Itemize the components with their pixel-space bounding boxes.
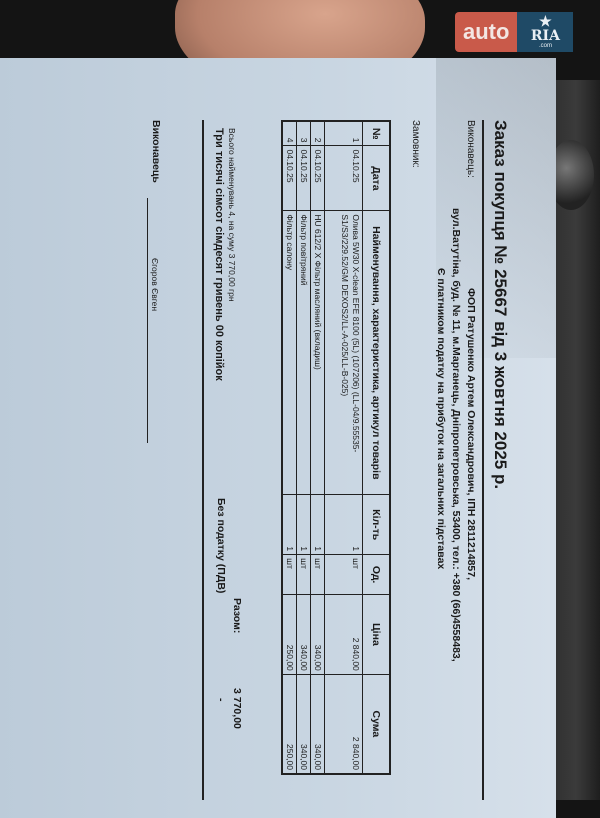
cell-name: HU 612/2 X Фільтр масляний (вкладиш) [310,210,325,495]
cell-qty: 1 [324,494,363,555]
items-table: № Дата Найменування, характеристика, арт… [281,120,391,775]
table-row: 1 04.10.25 Олива 5W30 X-clean EFE 8100 (… [324,121,363,774]
divider [482,120,484,800]
table-row: 3 04.10.25 Фільтр повітряний 1 шт 340,00… [296,121,311,774]
cell-unit: шт [324,554,363,595]
divider [202,120,204,800]
tax-value: - [215,698,227,702]
watermark-ria-text: RIA [530,27,560,44]
signer-label: Виконавець [150,120,162,183]
cell-unit: шт [296,554,311,595]
seller-line: вул.Ватутіна, буд. № 11, м.Марганець, Дн… [450,208,462,662]
cell-unit: шт [282,554,297,595]
cell-price: 2 840,00 [324,594,363,675]
cell-sum: 340,00 [296,674,311,774]
cell-date: 04.10.25 [296,145,311,211]
autoria-watermark: auto ★ RIA .com [455,12,574,52]
cell-qty: 1 [310,494,325,555]
col-header: Од. [362,554,390,595]
cell-name: Фільтр повітряний [296,210,311,495]
col-header: Кіл-ть [362,494,390,555]
cell-price: 340,00 [296,594,311,675]
cell-date: 04.10.25 [310,145,325,211]
cell-sum: 250,00 [282,674,297,774]
cell-qty: 1 [296,494,311,555]
table-row: 2 04.10.25 HU 612/2 X Фільтр масляний (в… [310,121,325,774]
cell-qty: 1 [282,494,297,555]
watermark-auto: auto [455,12,518,52]
seller-label: Виконавець: [465,120,476,178]
summary-text: Всього найменувань 4, на суму 3 770,00 г… [227,128,237,302]
watermark-domain: .com [538,42,552,49]
col-header: Найменування, характеристика, артикул то… [362,210,390,495]
seller-line: Є платником податку на прибуток на загал… [435,268,447,570]
signer-name: Єгоров Євген [150,258,160,312]
cell-sum: 340,00 [310,674,325,774]
sum-summary: Всього найменувань 4, на суму 3 770,00 г… [212,128,238,478]
tax-label: Без податку (ПДВ) [215,498,227,594]
cell-name: Фільтр салону [282,210,297,495]
doc-title: Заказ покупця № 25667 від 3 жовтня 2025 … [491,120,510,490]
col-header: Дата [362,145,390,211]
cell-price: 250,00 [282,594,297,675]
total-value: 3 770,00 [231,688,243,729]
total-label: Разом: [231,598,243,634]
col-header: Ціна [362,594,390,675]
cell-unit: шт [310,554,325,595]
star-icon: ★ [539,13,552,30]
cell-date: 04.10.25 [282,145,297,211]
cell-price: 340,00 [310,594,325,675]
totals: Разом: 3 770,00 Без податку (ПДВ) - [212,498,244,788]
cell-name: Олива 5W30 X-clean EFE 8100 (5L) (107206… [324,210,363,495]
cell-date: 04.10.25 [324,145,363,211]
cell-n: 2 [310,121,325,146]
buyer-label: Замовник: [410,120,421,168]
signature-line [147,198,148,443]
cell-sum: 2 840,00 [324,674,363,774]
table-header: № Дата Найменування, характеристика, арт… [362,121,390,774]
cell-n: 1 [324,121,363,146]
cell-n: 4 [282,121,297,146]
table-row: 4 04.10.25 Фільтр салону 1 шт 250,00 250… [282,121,297,774]
col-header: № [362,121,390,146]
watermark-ria: ★ RIA .com [517,12,574,52]
summary-words: Три тисячі сімсот сімдесят гривень 00 ко… [213,128,225,381]
seller-line: ФОП Ратушенко Артем Олександрович, ІПН 2… [465,288,477,581]
cell-n: 3 [296,121,311,146]
seller-info: ФОП Ратушенко Артем Олександрович, ІПН 2… [433,208,478,788]
invoice-paper: Заказ покупця № 25667 від 3 жовтня 2025 … [0,58,556,818]
col-header: Сума [362,674,390,774]
